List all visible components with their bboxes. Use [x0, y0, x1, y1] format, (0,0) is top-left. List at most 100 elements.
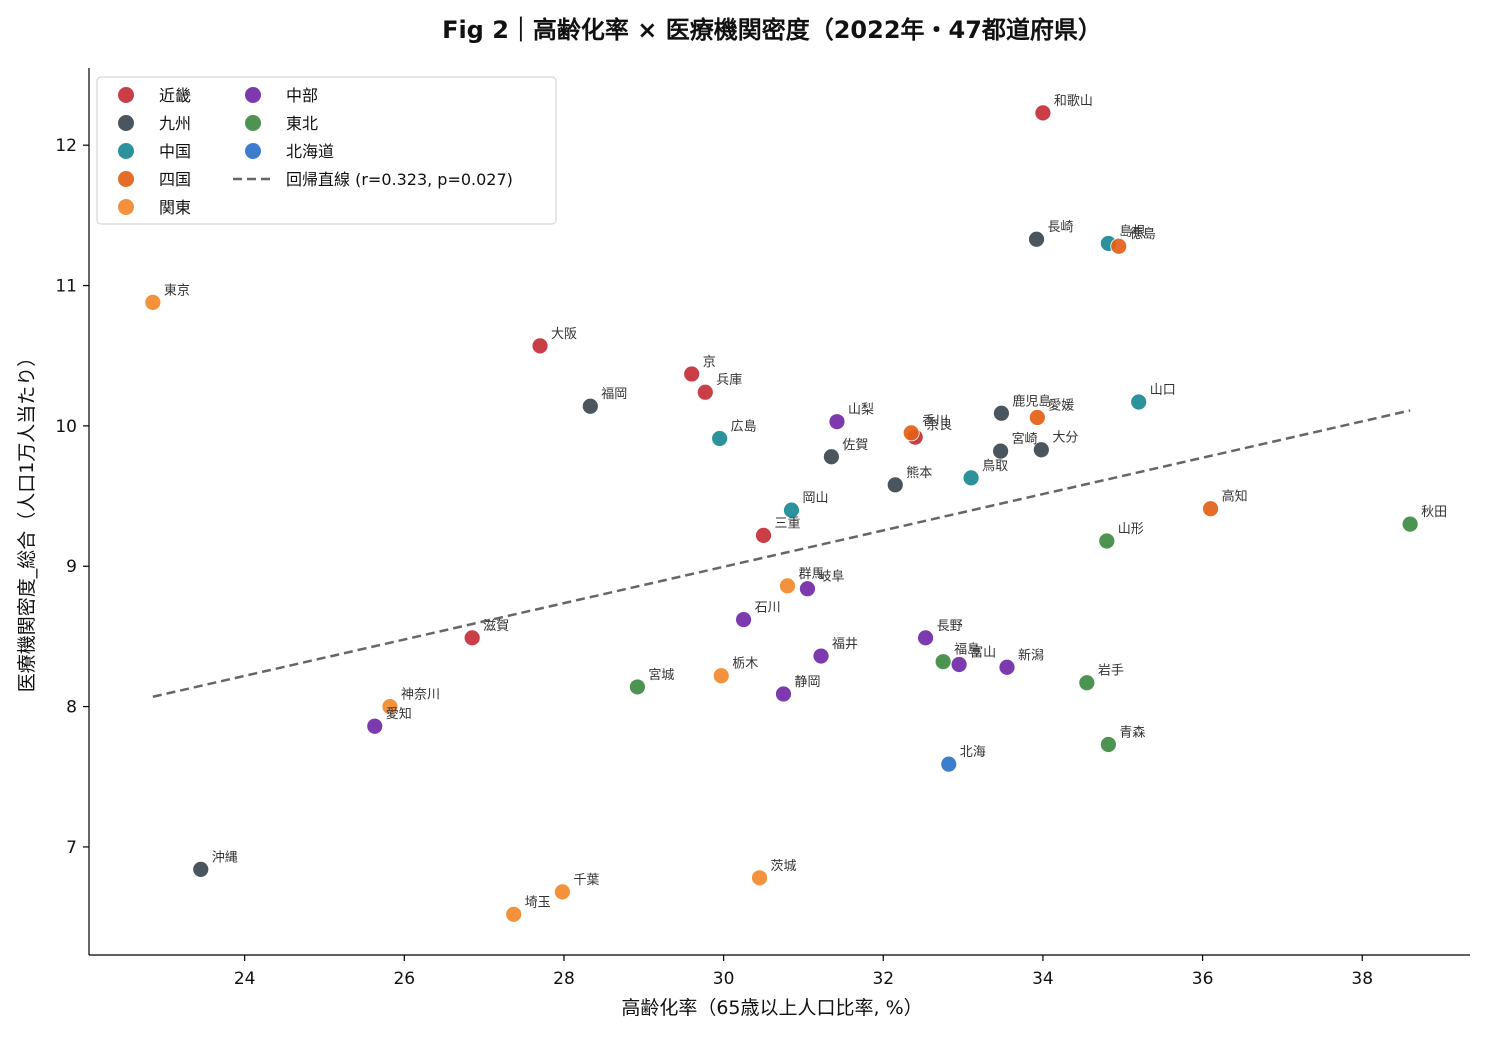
point-label: 宮城 — [648, 667, 674, 683]
point-label: 茨城 — [771, 859, 797, 874]
data-point — [505, 905, 523, 923]
data-point — [934, 653, 952, 671]
point-label: 東京 — [164, 282, 190, 298]
point-label: 奈良 — [926, 417, 952, 433]
points-layer — [144, 104, 1419, 923]
legend-marker — [245, 115, 261, 131]
legend-label: 北海道 — [286, 142, 334, 161]
data-point — [463, 629, 481, 647]
data-point — [1028, 230, 1045, 248]
data-point — [1110, 237, 1128, 255]
data-point — [712, 667, 730, 685]
point-label: 三重 — [775, 515, 801, 531]
point-label: 山口 — [1150, 383, 1176, 398]
data-point — [683, 365, 701, 383]
data-point — [366, 717, 384, 735]
data-point — [799, 580, 816, 598]
point-label: 栃木 — [732, 657, 758, 672]
x-tick-label: 32 — [872, 969, 894, 989]
data-point — [950, 656, 968, 673]
data-point — [711, 430, 729, 447]
y-tick-label: 12 — [55, 136, 77, 156]
data-point — [775, 685, 792, 703]
data-point — [1202, 500, 1219, 518]
legend-label: 東北 — [286, 114, 318, 133]
y-tick-label: 10 — [55, 417, 77, 437]
legend-label: 九州 — [159, 114, 191, 133]
x-tick-label: 38 — [1351, 969, 1373, 989]
point-label: 福岡 — [601, 387, 627, 402]
data-point — [993, 404, 1010, 422]
point-label: 群馬 — [798, 567, 824, 582]
point-label: 青森 — [1119, 725, 1145, 740]
regression-layer — [152, 409, 1411, 698]
data-point — [992, 442, 1010, 460]
point-label: 北海 — [960, 745, 986, 760]
chart-title: Fig 2｜高齢化率 × 医療機関密度（2022年・47都道府県） — [442, 16, 1102, 44]
point-label: 鳥取 — [982, 459, 1008, 474]
point-label: 京 — [703, 355, 716, 370]
data-point — [1032, 441, 1050, 459]
y-axis-ticks: 7 8 9 10 11 12 — [55, 136, 89, 858]
point-label: 大阪 — [551, 327, 577, 342]
legend-marker — [118, 87, 134, 103]
data-point — [1401, 515, 1419, 533]
data-point — [812, 647, 830, 665]
y-tick-label: 8 — [66, 698, 77, 718]
point-label: 兵庫 — [716, 373, 742, 388]
point-label: 香川 — [922, 414, 948, 429]
x-tick-label: 26 — [393, 969, 415, 989]
point-label: 高知 — [1222, 489, 1248, 505]
point-label: 千葉 — [573, 873, 599, 888]
point-label: 富山 — [970, 644, 996, 660]
point-label: 福島 — [954, 643, 980, 658]
legend-label: 四国 — [159, 170, 191, 189]
data-point — [1028, 409, 1046, 426]
data-point — [940, 755, 958, 773]
point-label: 和歌山 — [1054, 94, 1093, 109]
legend-marker — [118, 171, 134, 187]
point-label: 神奈川 — [401, 688, 440, 703]
legend-label: 回帰直線 (r=0.323, p=0.027) — [286, 170, 513, 189]
y-axis-label: 医療機関密度_総合（人口1万人当たり） — [16, 348, 38, 693]
data-point — [1098, 532, 1116, 550]
point-label: 佐賀 — [842, 438, 868, 453]
data-point — [192, 860, 210, 878]
data-point — [381, 698, 399, 715]
point-label: 山梨 — [848, 403, 874, 418]
point-label: 福井 — [832, 637, 858, 652]
legend-label: 中部 — [286, 86, 318, 105]
y-tick-label: 9 — [66, 557, 77, 577]
legend-marker — [245, 87, 261, 103]
legend-label: 中国 — [159, 142, 191, 161]
data-point — [531, 337, 549, 355]
y-tick-label: 11 — [55, 277, 77, 297]
data-point — [144, 293, 162, 311]
data-point — [1078, 674, 1096, 692]
point-label: 長崎 — [1048, 220, 1074, 235]
data-point — [1034, 104, 1052, 122]
data-point — [902, 424, 920, 442]
data-point — [735, 611, 752, 628]
data-point — [962, 469, 980, 487]
data-point — [828, 413, 846, 431]
point-label: 大分 — [1052, 431, 1078, 446]
point-label: 岐阜 — [818, 569, 844, 585]
point-label: 滋賀 — [483, 619, 509, 634]
data-point — [886, 476, 904, 494]
data-point — [581, 397, 599, 415]
data-point — [917, 629, 934, 647]
point-label: 石川 — [755, 601, 781, 616]
data-point — [553, 883, 571, 901]
point-label: 広島 — [731, 420, 757, 435]
legend-marker — [245, 143, 261, 159]
legend-frame — [96, 76, 557, 225]
x-tick-label: 28 — [553, 969, 575, 989]
data-point — [822, 448, 840, 466]
legend-marker — [118, 115, 134, 131]
data-point — [629, 678, 646, 696]
data-point — [779, 577, 796, 595]
